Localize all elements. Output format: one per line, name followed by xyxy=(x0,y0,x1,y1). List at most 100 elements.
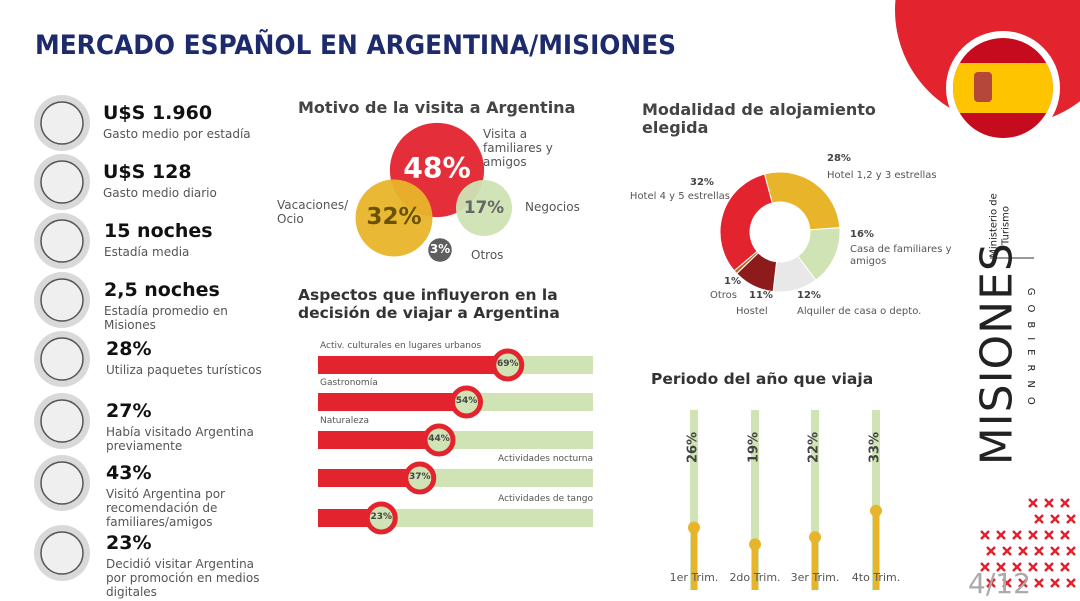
category-label: Casa de familiares y amigos xyxy=(850,244,952,267)
stat-label: Había visitado Argentina previamente xyxy=(106,425,254,453)
category-label: 4to Trim. xyxy=(851,571,901,584)
decor-x xyxy=(986,578,996,588)
decor-x xyxy=(1066,546,1076,556)
decor-x xyxy=(1066,514,1076,524)
donut-segment xyxy=(763,171,841,231)
category-label: Visita a familiares y amigos xyxy=(483,127,553,169)
stat-value: 15 noches xyxy=(104,220,213,242)
decor-x xyxy=(1034,514,1044,524)
value-label: 37% xyxy=(408,472,431,482)
value-label: 11% xyxy=(749,290,773,301)
slider-fill xyxy=(752,544,758,590)
stat-label: Decidió visitar Argentina por promoción … xyxy=(106,557,260,599)
slider-track xyxy=(811,410,819,590)
decor-x xyxy=(1044,562,1054,572)
bar xyxy=(318,469,420,487)
decor-x xyxy=(1060,562,1070,572)
bubble xyxy=(428,238,452,262)
bar xyxy=(318,431,439,449)
stat-value: 43% xyxy=(106,462,152,484)
value-label: 33% xyxy=(867,431,883,464)
flag xyxy=(953,38,1053,138)
chart-title: Modalidad de alojamiento elegida xyxy=(642,100,876,138)
decor-x xyxy=(1050,546,1060,556)
bar-marker xyxy=(364,501,398,535)
value-label: 17% xyxy=(463,196,505,217)
decor-x xyxy=(986,546,996,556)
stat-icon xyxy=(40,160,84,204)
category-label: Naturaleza xyxy=(320,416,369,426)
donut-segment xyxy=(719,173,773,272)
chart-title: Motivo de la visita a Argentina xyxy=(298,98,576,117)
stat-icon xyxy=(40,399,84,443)
slider-dot xyxy=(749,538,761,551)
page-title: MERCADO ESPAÑOL EN ARGENTINA/MISIONES xyxy=(35,30,677,61)
stat-icon xyxy=(40,219,84,263)
page-number: 4/12 xyxy=(968,567,1031,600)
slider-dot xyxy=(809,531,821,544)
value-label: 22% xyxy=(806,431,822,464)
decor-x xyxy=(1002,546,1012,556)
slider-track xyxy=(872,410,880,590)
bar-marker xyxy=(491,348,525,382)
value-label: 44% xyxy=(428,434,450,444)
value-label: 28% xyxy=(827,153,851,164)
category-label: Activ. culturales en lugares urbanos xyxy=(320,341,482,351)
government: GOBIERNO xyxy=(1024,287,1036,414)
decor-x xyxy=(1018,578,1028,588)
slider-track xyxy=(751,410,759,590)
slider-fill xyxy=(812,537,818,590)
category-label: 2do Trim. xyxy=(729,571,781,584)
stat-label: Gasto medio diario xyxy=(103,186,217,200)
category-label: Vacaciones/ Ocio xyxy=(277,198,349,226)
slider-dot xyxy=(870,504,882,517)
value-label: 23% xyxy=(370,512,393,522)
decor-x xyxy=(1018,546,1028,556)
category-label: Gastronomía xyxy=(320,378,378,388)
stat-icon xyxy=(40,531,84,575)
value-label: 48% xyxy=(403,152,471,186)
slider-fill xyxy=(873,510,879,590)
stat-label: Estadía media xyxy=(104,245,190,259)
category-label: Negocios xyxy=(525,200,580,214)
value-label: 19% xyxy=(746,431,762,464)
chart-title: Periodo del año que viaja xyxy=(651,370,874,388)
category-label: Actividades nocturna xyxy=(498,454,593,464)
decor-x xyxy=(1012,562,1022,572)
decor-x xyxy=(1060,498,1070,508)
chart-title: Aspectos que influyeron en la decisión d… xyxy=(298,286,560,322)
slider-fill xyxy=(691,527,697,590)
value-label: 3% xyxy=(429,241,451,256)
stat-value: 23% xyxy=(106,532,152,554)
decor-x xyxy=(1028,562,1038,572)
decor-x xyxy=(1002,578,1012,588)
stat-value: U$S 128 xyxy=(103,161,192,183)
decor-x xyxy=(1028,530,1038,540)
decor-x xyxy=(1034,578,1044,588)
bar-marker xyxy=(422,423,456,457)
stat-icon xyxy=(40,101,84,145)
slider-dot xyxy=(688,521,700,534)
category-label: Hostel xyxy=(736,306,768,317)
stat-value: 2,5 noches xyxy=(104,279,220,301)
bar xyxy=(318,393,467,411)
value-label: 16% xyxy=(850,229,874,240)
stat-icon xyxy=(40,337,84,381)
decor-x xyxy=(1050,514,1060,524)
value-label: 32% xyxy=(366,204,422,231)
value-label: 54% xyxy=(455,396,478,406)
stat-label: Utiliza paquetes turísticos xyxy=(106,363,262,377)
stat-label: Estadía promedio en Misiones xyxy=(104,304,228,332)
category-label: Alquiler de casa o depto. xyxy=(797,306,922,317)
decor-x xyxy=(1044,498,1054,508)
bar-marker xyxy=(403,461,437,495)
bubble xyxy=(455,179,513,237)
stat-label: Visitó Argentina por recomendación de fa… xyxy=(106,487,225,529)
category-label: 1er Trim. xyxy=(669,571,719,584)
decor-x xyxy=(1044,530,1054,540)
stat-icon xyxy=(40,278,84,322)
value-label: 12% xyxy=(797,290,821,301)
category-label: Otros xyxy=(471,248,504,262)
